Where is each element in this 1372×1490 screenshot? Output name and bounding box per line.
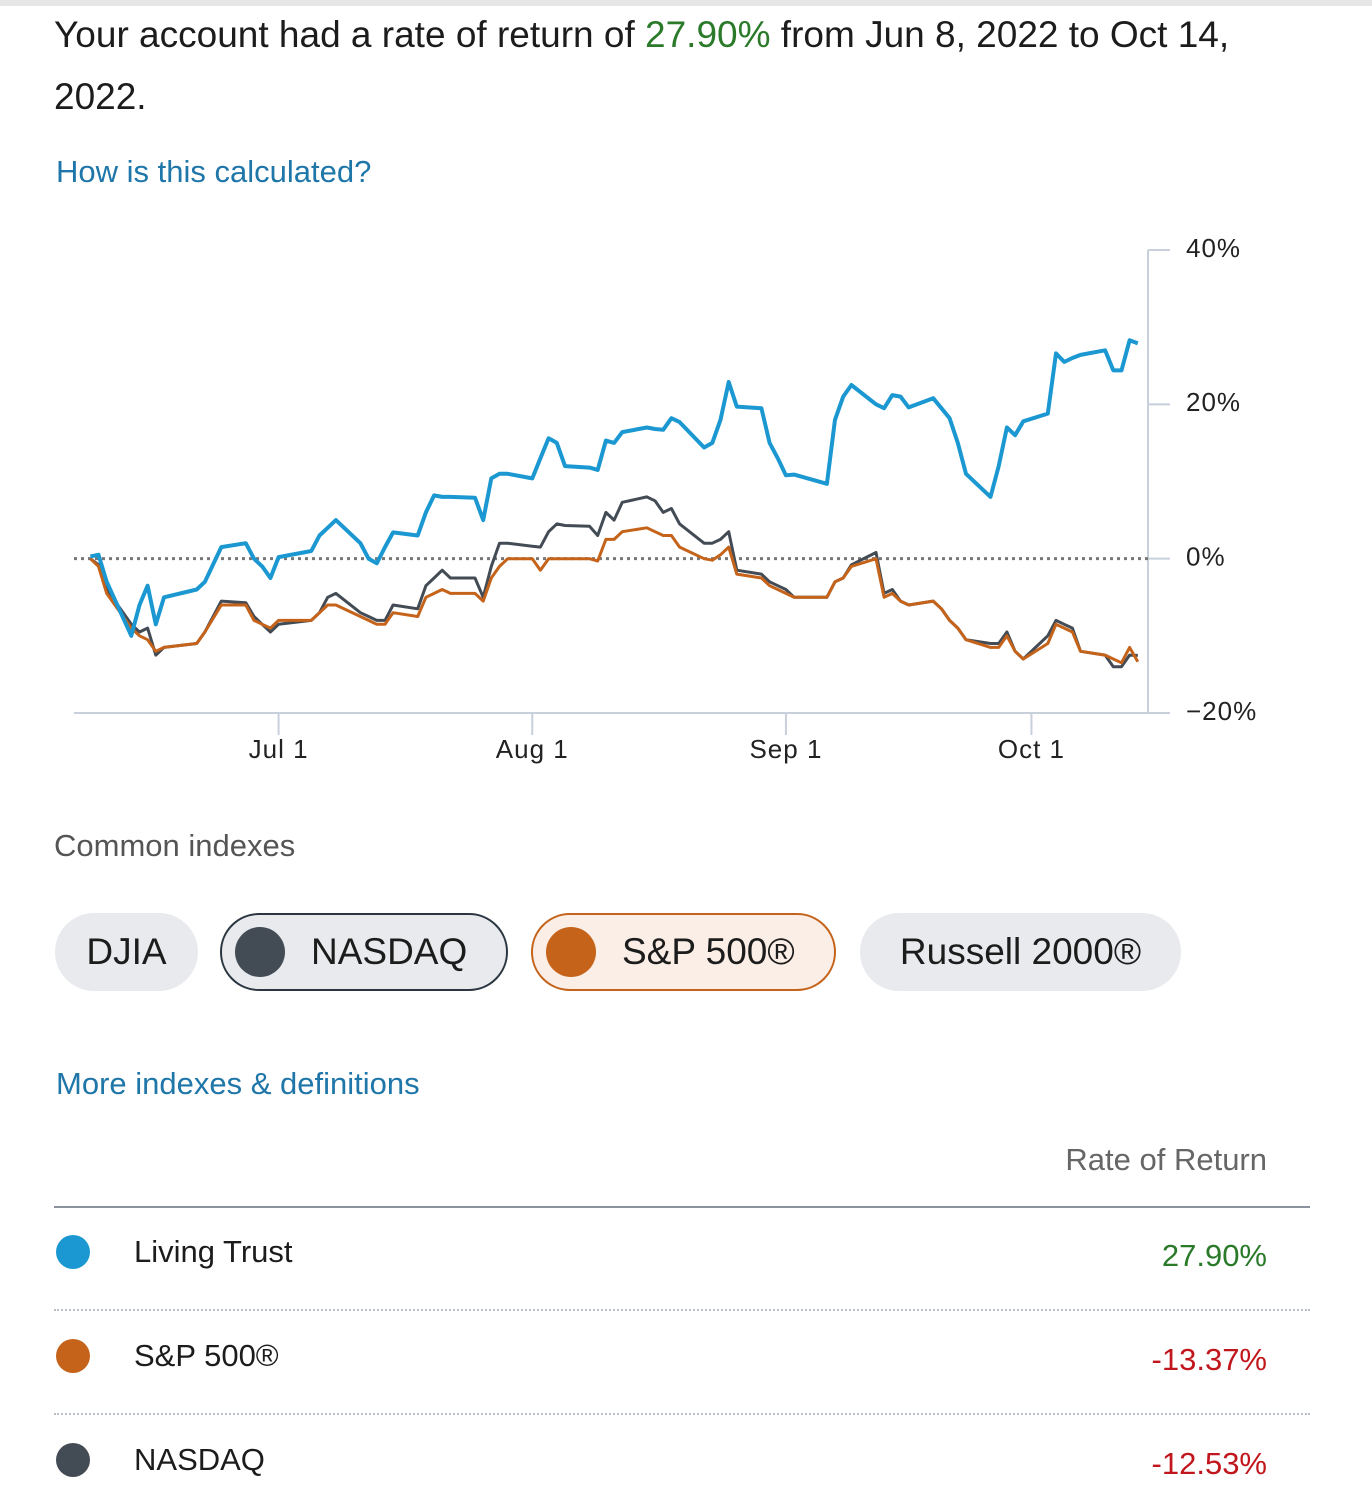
x-tick-label: Jul 1 xyxy=(249,734,309,764)
row-name: NASDAQ xyxy=(134,1442,265,1477)
calc-link[interactable]: How is this calculated? xyxy=(56,154,372,189)
summary-value: 27.90% xyxy=(645,14,771,55)
index-button[interactable]: S&P 500® xyxy=(531,913,836,991)
legend-dot xyxy=(56,1235,90,1269)
row-separator xyxy=(54,1309,1310,1311)
row-separator xyxy=(54,1413,1310,1415)
index-dot xyxy=(546,927,596,977)
row-name: S&P 500® xyxy=(134,1338,279,1373)
more-link[interactable]: More indexes & definitions xyxy=(56,1066,420,1101)
row-return: -13.37% xyxy=(1151,1342,1267,1377)
summary-text: Your account had a rate of return of xyxy=(54,14,646,55)
series-line xyxy=(89,495,1138,669)
index-label: DJIA xyxy=(86,931,167,972)
row-name: Living Trust xyxy=(134,1234,293,1269)
y-tick-label: 0% xyxy=(1186,542,1226,572)
index-label: NASDAQ xyxy=(311,931,468,972)
index-dot xyxy=(235,927,285,977)
x-tick-label: Aug 1 xyxy=(496,734,569,764)
index-button[interactable]: DJIA xyxy=(55,913,198,991)
x-tick-label: Oct 1 xyxy=(998,734,1065,764)
table-rule xyxy=(54,1206,1310,1208)
row-return: -12.53% xyxy=(1151,1446,1267,1481)
index-button[interactable]: Russell 2000® xyxy=(860,913,1181,991)
row-return: 27.90% xyxy=(1161,1238,1267,1273)
index-label: Russell 2000® xyxy=(899,931,1142,972)
x-tick-label: Sep 1 xyxy=(749,734,822,764)
series-line xyxy=(90,338,1139,638)
legend-dot xyxy=(56,1443,90,1477)
series-line xyxy=(89,526,1140,665)
summary: Your account had a rate of return of 27.… xyxy=(54,4,1314,128)
y-tick-label: −20% xyxy=(1186,696,1257,726)
legend-dot xyxy=(56,1339,90,1373)
index-button[interactable]: NASDAQ xyxy=(220,913,508,991)
y-tick-label: 20% xyxy=(1186,387,1241,417)
chart: 40% 20% 0% −20% Jul 1 Aug 1 Sep 1 Oct 1 xyxy=(74,233,1257,764)
summary-text: from Jun 8, 2022 to Oct 14, 2022. xyxy=(54,14,1230,117)
y-tick-label: 40% xyxy=(1186,233,1241,263)
section-title: Common indexes xyxy=(54,828,296,863)
table-header: Rate of Return xyxy=(1065,1142,1267,1177)
top-band xyxy=(0,0,1372,6)
index-label: S&P 500® xyxy=(622,931,795,972)
